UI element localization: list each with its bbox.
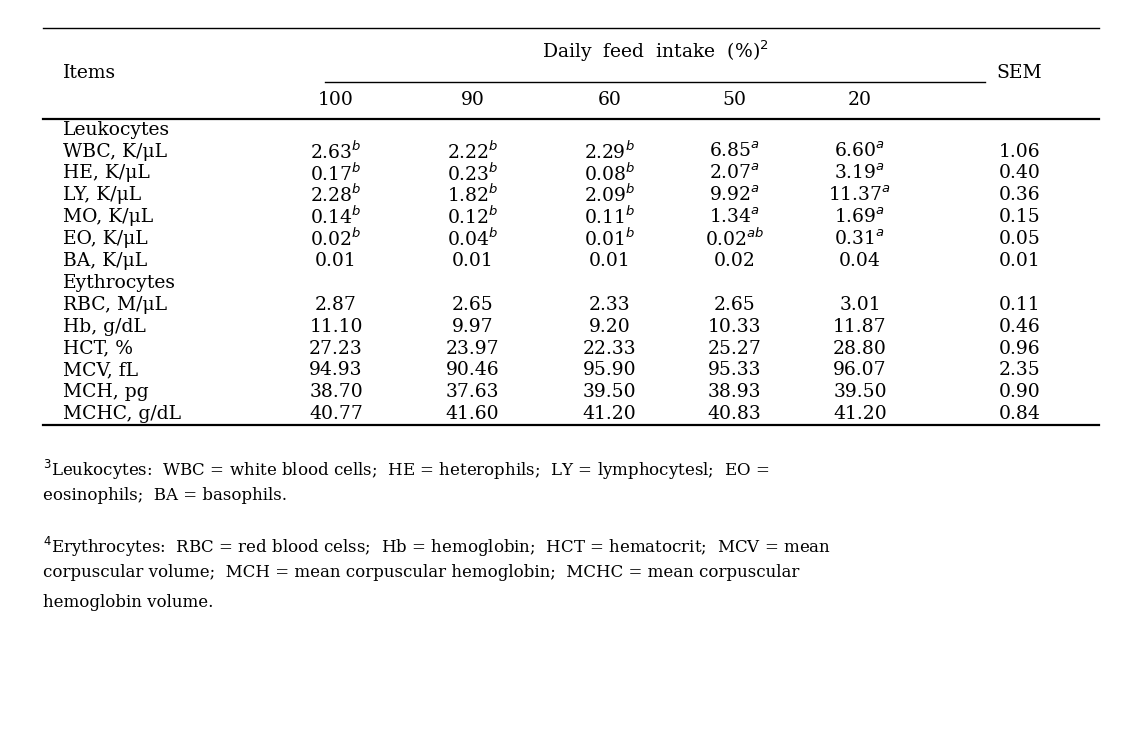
Text: 2.07$^{a}$: 2.07$^{a}$ xyxy=(710,163,760,183)
Text: 0.84: 0.84 xyxy=(999,405,1040,423)
Text: MO, K/μL: MO, K/μL xyxy=(63,208,153,226)
Text: 0.14$^{b}$: 0.14$^{b}$ xyxy=(310,206,362,229)
Text: hemoglobin volume.: hemoglobin volume. xyxy=(43,594,214,611)
Text: 9.97: 9.97 xyxy=(452,317,493,336)
Text: MCH, pg: MCH, pg xyxy=(63,383,148,401)
Text: 11.37$^{a}$: 11.37$^{a}$ xyxy=(828,185,892,205)
Text: 11.10: 11.10 xyxy=(310,317,362,336)
Text: 95.90: 95.90 xyxy=(582,361,637,380)
Text: MCHC, g/dL: MCHC, g/dL xyxy=(63,405,181,423)
Text: 38.70: 38.70 xyxy=(309,383,363,401)
Text: 0.15: 0.15 xyxy=(999,208,1040,226)
Text: 6.60$^{a}$: 6.60$^{a}$ xyxy=(835,142,885,161)
Text: 10.33: 10.33 xyxy=(708,317,761,336)
Text: 0.36: 0.36 xyxy=(999,186,1040,205)
Text: $^3$Leukocytes:  WBC = white blood cells;  HE = heterophils;  LY = lymphocytesl;: $^3$Leukocytes: WBC = white blood cells;… xyxy=(43,458,770,482)
Text: EO, K/μL: EO, K/μL xyxy=(63,230,147,248)
Text: 2.29$^{b}$: 2.29$^{b}$ xyxy=(584,141,634,163)
Text: 41.60: 41.60 xyxy=(445,405,500,423)
Text: 90.46: 90.46 xyxy=(445,361,500,380)
Text: 1.69$^{a}$: 1.69$^{a}$ xyxy=(835,207,885,227)
Text: Leukocytes: Leukocytes xyxy=(63,121,170,139)
Text: 41.20: 41.20 xyxy=(582,405,637,423)
Text: 0.11: 0.11 xyxy=(999,296,1040,314)
Text: 96.07: 96.07 xyxy=(833,361,887,380)
Text: Hb, g/dL: Hb, g/dL xyxy=(63,317,146,336)
Text: Eythrocytes: Eythrocytes xyxy=(63,274,175,292)
Text: 9.20: 9.20 xyxy=(589,317,630,336)
Text: corpuscular volume;  MCH = mean corpuscular hemoglobin;  MCHC = mean corpuscular: corpuscular volume; MCH = mean corpuscul… xyxy=(43,564,800,581)
Text: 39.50: 39.50 xyxy=(582,383,637,401)
Text: 40.83: 40.83 xyxy=(707,405,762,423)
Text: 1.06: 1.06 xyxy=(999,143,1040,161)
Text: Items: Items xyxy=(63,65,116,82)
Text: 40.77: 40.77 xyxy=(309,405,363,423)
Text: 95.33: 95.33 xyxy=(708,361,761,380)
Text: 25.27: 25.27 xyxy=(707,339,762,358)
Text: 0.02$^{b}$: 0.02$^{b}$ xyxy=(310,228,362,250)
Text: 0.02: 0.02 xyxy=(714,252,755,270)
Text: 2.22$^{b}$: 2.22$^{b}$ xyxy=(448,141,498,163)
Text: 0.01: 0.01 xyxy=(452,252,493,270)
Text: HCT, %: HCT, % xyxy=(63,339,132,358)
Text: eosinophils;  BA = basophils.: eosinophils; BA = basophils. xyxy=(43,487,287,504)
Text: 0.11$^{b}$: 0.11$^{b}$ xyxy=(583,206,636,229)
Text: 2.63$^{b}$: 2.63$^{b}$ xyxy=(310,141,362,163)
Text: 0.01: 0.01 xyxy=(999,252,1040,270)
Text: 20: 20 xyxy=(847,92,872,109)
Text: 37.63: 37.63 xyxy=(446,383,499,401)
Text: 0.01: 0.01 xyxy=(316,252,357,270)
Text: 100: 100 xyxy=(318,92,354,109)
Text: 38.93: 38.93 xyxy=(708,383,761,401)
Text: 2.65: 2.65 xyxy=(714,296,755,314)
Text: 0.40: 0.40 xyxy=(999,164,1040,183)
Text: MCV, fL: MCV, fL xyxy=(63,361,138,380)
Text: 0.90: 0.90 xyxy=(999,383,1040,401)
Text: 2.65: 2.65 xyxy=(452,296,493,314)
Text: 0.12$^{b}$: 0.12$^{b}$ xyxy=(446,206,499,229)
Text: $^4$Erythrocytes:  RBC = red blood celss;  Hb = hemoglobin;  HCT = hematocrit;  : $^4$Erythrocytes: RBC = red blood celss;… xyxy=(43,535,831,559)
Text: 0.23$^{b}$: 0.23$^{b}$ xyxy=(448,162,498,185)
Text: 1.34$^{a}$: 1.34$^{a}$ xyxy=(710,207,760,227)
Text: 1.82$^{b}$: 1.82$^{b}$ xyxy=(448,184,498,207)
Text: 3.01: 3.01 xyxy=(839,296,880,314)
Text: 94.93: 94.93 xyxy=(310,361,362,380)
Text: BA, K/μL: BA, K/μL xyxy=(63,252,147,270)
Text: 0.05: 0.05 xyxy=(999,230,1040,248)
Text: 2.09$^{b}$: 2.09$^{b}$ xyxy=(583,184,636,207)
Text: WBC, K/μL: WBC, K/μL xyxy=(63,143,166,161)
Text: 22.33: 22.33 xyxy=(582,339,637,358)
Text: 0.96: 0.96 xyxy=(999,339,1040,358)
Text: 0.04$^{b}$: 0.04$^{b}$ xyxy=(446,228,499,250)
Text: 39.50: 39.50 xyxy=(833,383,887,401)
Text: 6.85$^{a}$: 6.85$^{a}$ xyxy=(710,142,760,161)
Text: 0.01: 0.01 xyxy=(589,252,630,270)
Text: 41.20: 41.20 xyxy=(833,405,887,423)
Text: SEM: SEM xyxy=(997,65,1042,82)
Text: LY, K/μL: LY, K/μL xyxy=(63,186,141,205)
Text: RBC, M/μL: RBC, M/μL xyxy=(63,296,166,314)
Text: 0.01$^{b}$: 0.01$^{b}$ xyxy=(583,228,636,250)
Text: 90: 90 xyxy=(461,92,484,109)
Text: 0.04: 0.04 xyxy=(839,252,880,270)
Text: Daily  feed  intake  (%)$^2$: Daily feed intake (%)$^2$ xyxy=(541,39,769,64)
Text: 0.02$^{ab}$: 0.02$^{ab}$ xyxy=(705,228,764,250)
Text: HE, K/μL: HE, K/μL xyxy=(63,164,149,183)
Text: 28.80: 28.80 xyxy=(833,339,887,358)
Text: 2.33: 2.33 xyxy=(589,296,630,314)
Text: 2.28$^{b}$: 2.28$^{b}$ xyxy=(311,184,361,207)
Text: 9.92$^{a}$: 9.92$^{a}$ xyxy=(710,185,760,205)
Text: 27.23: 27.23 xyxy=(309,339,363,358)
Text: 23.97: 23.97 xyxy=(445,339,500,358)
Text: 0.46: 0.46 xyxy=(999,317,1040,336)
Text: 2.87: 2.87 xyxy=(316,296,357,314)
Text: 0.08$^{b}$: 0.08$^{b}$ xyxy=(583,162,636,185)
Text: 2.35: 2.35 xyxy=(999,361,1040,380)
Text: 3.19$^{a}$: 3.19$^{a}$ xyxy=(835,163,885,183)
Text: 0.31$^{a}$: 0.31$^{a}$ xyxy=(835,229,885,248)
Text: 0.17$^{b}$: 0.17$^{b}$ xyxy=(310,162,362,185)
Text: 60: 60 xyxy=(598,92,621,109)
Text: 50: 50 xyxy=(722,92,747,109)
Text: 11.87: 11.87 xyxy=(833,317,887,336)
